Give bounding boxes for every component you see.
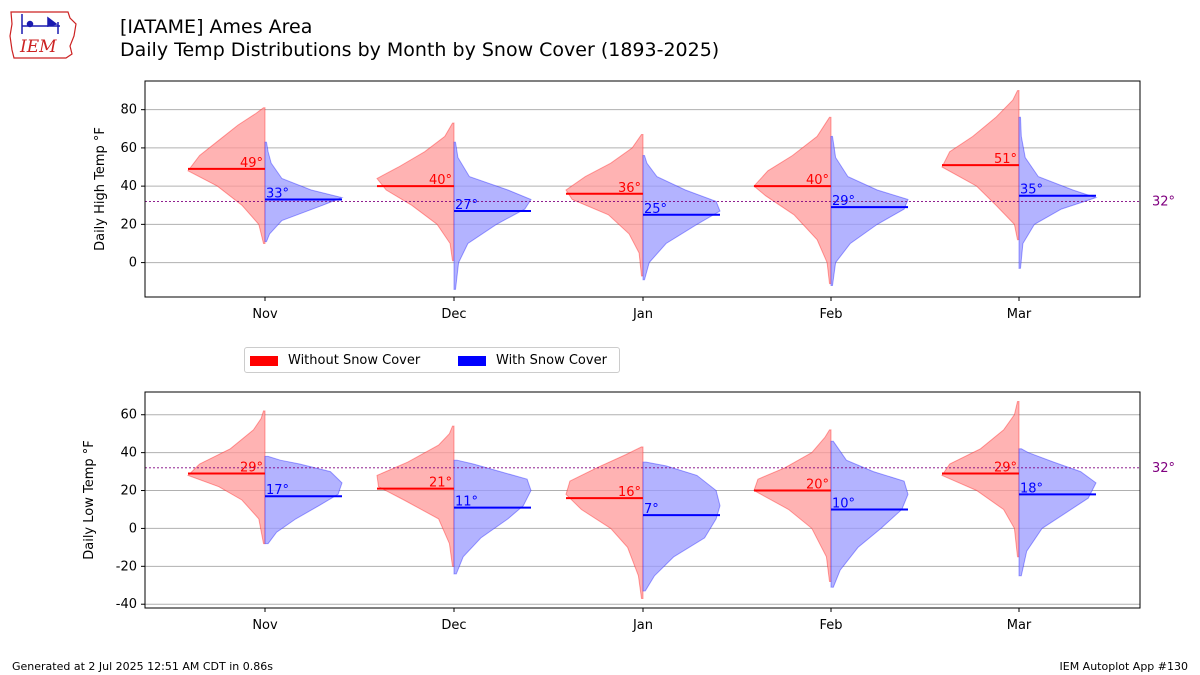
chart-title-line2: Daily Temp Distributions by Month by Sno… (120, 39, 720, 61)
mean-label-no-snow: 29° (240, 460, 263, 475)
mean-label-no-snow: 40° (429, 173, 452, 188)
violin-no-snow-feb (753, 429, 832, 583)
x-tick-label: Nov (252, 307, 278, 322)
violin-snow-nov (264, 455, 343, 545)
y-axis-label: Daily High Temp °F (93, 127, 108, 251)
chart-title-line1: [IATAME] Ames Area (120, 16, 313, 38)
y-tick-label: 0 (129, 521, 137, 536)
violin-no-snow-nov (187, 410, 266, 545)
mean-label-no-snow: 20° (806, 478, 829, 493)
legend-label-snow: With Snow Cover (496, 353, 607, 368)
legend-item-snow: With Snow Cover (458, 353, 607, 368)
x-tick-label: Jan (632, 618, 653, 633)
mean-label-snow: 29° (832, 194, 855, 209)
violin-snow-feb (830, 440, 909, 588)
mean-label-snow: 18° (1020, 481, 1043, 496)
violin-snow-dec (453, 141, 532, 290)
y-tick-label: 60 (120, 408, 137, 423)
legend-label-no-snow: Without Snow Cover (288, 353, 421, 368)
violin-snow-mar (1018, 448, 1097, 577)
legend-item-no-snow: Without Snow Cover (250, 353, 420, 368)
x-tick-label: Dec (441, 618, 466, 633)
violin-snow-dec (453, 459, 532, 575)
mean-label-snow: 33° (266, 187, 289, 202)
mean-label-no-snow: 21° (429, 476, 452, 491)
mean-label-snow: 17° (266, 483, 289, 498)
legend: Without Snow Cover With Snow Cover (244, 347, 620, 373)
mean-label-snow: 27° (455, 198, 478, 213)
logo: IEM (8, 6, 80, 64)
legend-swatch-no-snow (250, 355, 278, 366)
mean-label-no-snow: 40° (806, 173, 829, 188)
footer-generated: Generated at 2 Jul 2025 12:51 AM CDT in … (12, 660, 273, 673)
legend-swatch-snow (458, 355, 486, 366)
x-tick-label: Jan (632, 307, 653, 322)
y-tick-label: 40 (120, 179, 137, 194)
iowa-outline (9, 11, 77, 59)
violin-snow-jan (642, 461, 721, 592)
x-tick-label: Mar (1007, 307, 1032, 322)
weather-station-icon (21, 14, 60, 34)
violin-no-snow-feb (753, 116, 832, 285)
freezing-line-label: 32° (1152, 194, 1175, 209)
panel-high-temp: 0 20 40 60 80 49° 40° 36° 40° 51° 33° 27° 25° 29° 35° 3… (93, 80, 1175, 322)
y-axis-label: Daily Low Temp °F (82, 440, 97, 560)
mean-label-no-snow: 51° (994, 152, 1017, 167)
mean-label-snow: 10° (832, 496, 855, 511)
logo-text: IEM (19, 37, 57, 57)
y-tick-label: 0 (129, 256, 137, 271)
x-tick-label: Dec (441, 307, 466, 322)
violin-snow-nov (264, 141, 344, 243)
mean-label-no-snow: 36° (618, 181, 641, 196)
y-tick-label: -20 (116, 559, 137, 574)
footer-app-id: IEM Autoplot App #130 (1059, 660, 1189, 673)
x-tick-label: Feb (819, 307, 842, 322)
x-tick-label: Nov (252, 618, 278, 633)
y-tick-label: 60 (120, 141, 137, 156)
mean-label-snow: 35° (1020, 183, 1043, 198)
mean-label-snow: 25° (644, 202, 667, 217)
freezing-line-label: 32° (1152, 461, 1175, 476)
y-tick-label: 20 (120, 484, 137, 499)
y-tick-label: 80 (120, 103, 137, 118)
mean-label-snow: 7° (644, 502, 659, 517)
violin-no-snow-jan (565, 133, 644, 277)
x-tick-label: Mar (1007, 618, 1032, 633)
violin-no-snow-nov (187, 107, 266, 245)
violin-no-snow-dec (376, 425, 455, 567)
violin-snow-mar (1018, 116, 1098, 269)
x-tick-label: Feb (819, 618, 842, 633)
violin-snow-feb (830, 135, 909, 287)
mean-label-snow: 11° (455, 495, 478, 510)
violin-no-snow-jan (565, 446, 644, 600)
y-tick-label: -40 (116, 597, 137, 612)
violin-snow-jan (642, 154, 721, 281)
y-tick-label: 40 (120, 446, 137, 461)
mean-label-no-snow: 16° (618, 485, 641, 500)
violin-no-snow-mar (941, 400, 1020, 558)
violin-no-snow-dec (376, 122, 455, 262)
y-tick-label: 20 (120, 217, 137, 232)
mean-label-no-snow: 49° (240, 156, 263, 171)
